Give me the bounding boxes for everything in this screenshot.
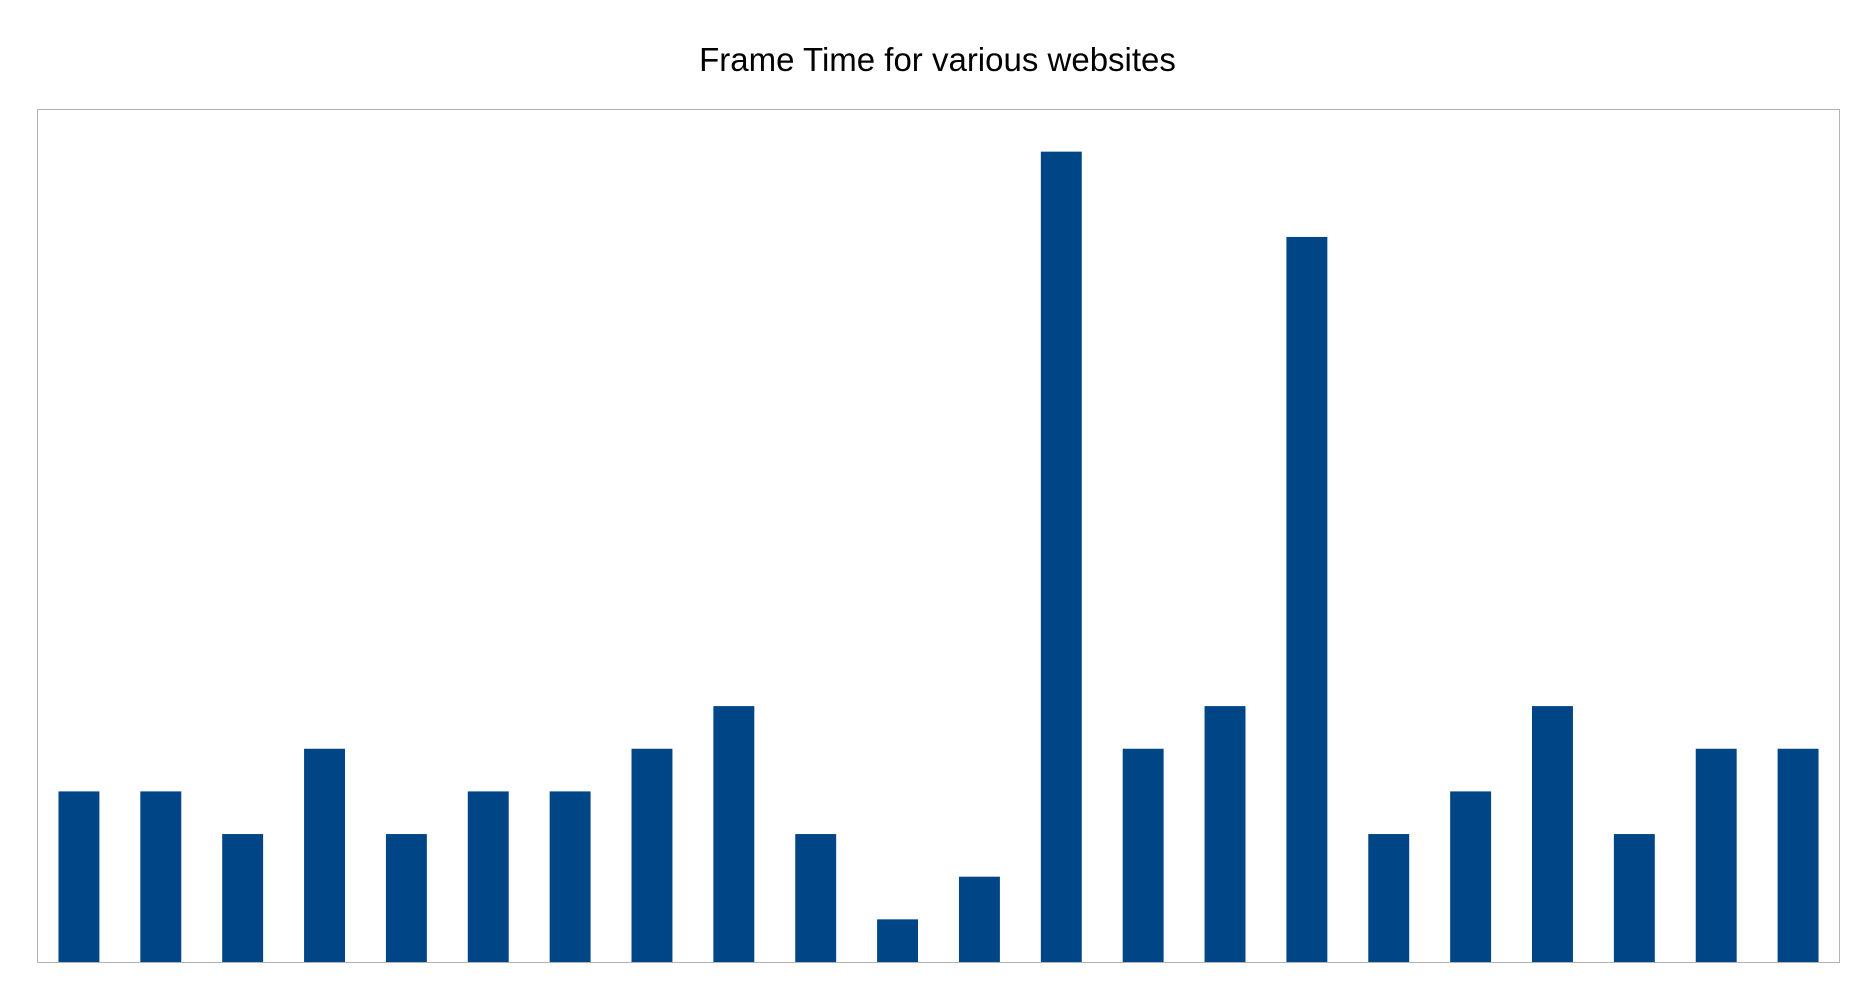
bar-16 xyxy=(1286,236,1328,962)
bar-1 xyxy=(58,791,100,962)
bar-13 xyxy=(1040,151,1082,962)
bar-12 xyxy=(958,876,1000,962)
bar-3 xyxy=(222,834,264,962)
bar-15 xyxy=(1204,706,1246,962)
bar-7 xyxy=(549,791,591,962)
bar-19 xyxy=(1532,706,1573,962)
bar-17 xyxy=(1368,834,1410,962)
bar-6 xyxy=(467,791,509,962)
bar-8 xyxy=(631,748,673,962)
bar-2 xyxy=(140,791,182,962)
bar-9 xyxy=(713,706,755,962)
bar-14 xyxy=(1122,748,1164,962)
chart-title: Frame Time for various websites xyxy=(699,41,1176,78)
bar-21 xyxy=(1695,748,1737,962)
bar-18 xyxy=(1450,791,1492,962)
bar-20 xyxy=(1613,834,1655,962)
bar-chart xyxy=(58,151,1819,962)
bar-22 xyxy=(1777,748,1819,962)
bar-10 xyxy=(795,834,837,962)
bar-11 xyxy=(877,919,919,962)
plot-area xyxy=(37,109,1840,963)
bar-5 xyxy=(385,834,427,962)
bar-4 xyxy=(304,748,345,962)
